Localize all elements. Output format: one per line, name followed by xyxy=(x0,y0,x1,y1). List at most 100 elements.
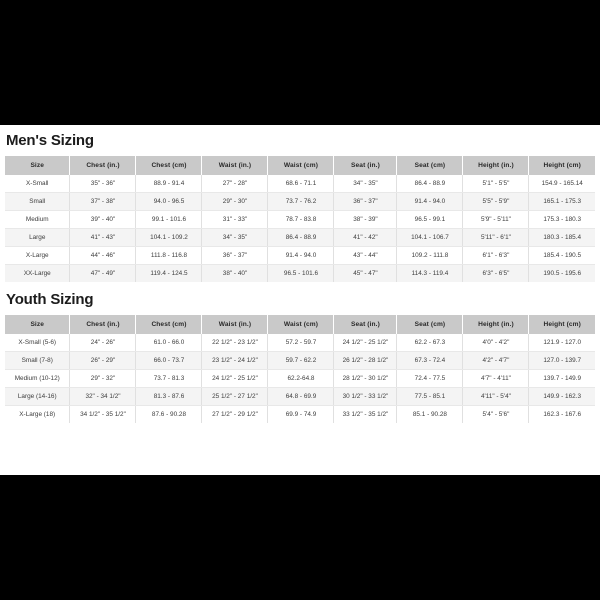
cell-seat-cm: 91.4 - 94.0 xyxy=(396,192,464,211)
cell-waist-cm: 62.2-64.8 xyxy=(267,369,335,388)
cell-chest-cm: 94.0 - 96.5 xyxy=(135,192,203,211)
cell-height-cm: 185.4 - 190.5 xyxy=(528,246,595,265)
cell-size: X-Large xyxy=(5,246,71,265)
cell-height-cm: 127.0 - 139.7 xyxy=(528,351,595,370)
column-header-waist-in: Waist (in.) xyxy=(201,156,269,175)
cell-height-cm: 139.7 - 149.9 xyxy=(528,369,595,388)
table-row: Large 41" - 43" 104.1 - 109.2 34" - 35" … xyxy=(5,228,595,247)
mens-table-header: Size Chest (in.) Chest (cm) Waist (in.) … xyxy=(5,156,595,175)
table-row: XX-Large 47" - 49" 119.4 - 124.5 38" - 4… xyxy=(5,264,595,282)
column-header-height-in: Height (in.) xyxy=(462,315,530,334)
cell-height-in: 5'9" - 5'11" xyxy=(462,210,530,229)
cell-size: Medium (10-12) xyxy=(5,369,71,388)
cell-chest-in: 39" - 40" xyxy=(69,210,137,229)
cell-seat-cm: 62.2 - 67.3 xyxy=(396,334,464,352)
cell-waist-cm: 64.8 - 69.9 xyxy=(267,387,335,406)
cell-waist-cm: 96.5 - 101.6 xyxy=(267,264,335,282)
table-row: Medium 39" - 40" 99.1 - 101.6 31" - 33" … xyxy=(5,210,595,229)
cell-height-in: 6'3" - 6'5" xyxy=(462,264,530,282)
cell-chest-in: 32" - 34 1/2" xyxy=(69,387,137,406)
cell-chest-in: 37" - 38" xyxy=(69,192,137,211)
cell-height-in: 5'1" - 5'5" xyxy=(462,175,530,193)
youth-sizing-table: Size Chest (in.) Chest (cm) Waist (in.) … xyxy=(5,315,595,423)
cell-chest-in: 44" - 46" xyxy=(69,246,137,265)
table-header-row: Size Chest (in.) Chest (cm) Waist (in.) … xyxy=(5,315,595,334)
cell-chest-cm: 87.6 - 90.28 xyxy=(135,405,203,423)
cell-waist-in: 22 1/2" - 23 1/2" xyxy=(201,334,269,352)
cell-size: Large xyxy=(5,228,71,247)
cell-seat-in: 26 1/2" - 28 1/2" xyxy=(333,351,398,370)
cell-height-in: 4'2" - 4'7" xyxy=(462,351,530,370)
cell-waist-in: 27 1/2" - 29 1/2" xyxy=(201,405,269,423)
mens-table-body: X-Small 35" - 36" 88.9 - 91.4 27" - 28" … xyxy=(5,175,595,282)
column-header-seat-cm: Seat (cm) xyxy=(396,315,464,334)
cell-seat-cm: 114.3 - 119.4 xyxy=(396,264,464,282)
column-header-seat-in: Seat (in.) xyxy=(333,315,398,334)
cell-chest-in: 34 1/2" - 35 1/2" xyxy=(69,405,137,423)
cell-chest-in: 47" - 49" xyxy=(69,264,137,282)
column-header-chest-in: Chest (in.) xyxy=(69,315,137,334)
column-header-seat-in: Seat (in.) xyxy=(333,156,398,175)
column-header-waist-in: Waist (in.) xyxy=(201,315,269,334)
cell-chest-cm: 104.1 - 109.2 xyxy=(135,228,203,247)
cell-waist-in: 27" - 28" xyxy=(201,175,269,193)
cell-height-cm: 175.3 - 180.3 xyxy=(528,210,595,229)
cell-waist-in: 34" - 35" xyxy=(201,228,269,247)
cell-seat-cm: 96.5 - 99.1 xyxy=(396,210,464,229)
cell-chest-cm: 81.3 - 87.6 xyxy=(135,387,203,406)
cell-seat-in: 36" - 37" xyxy=(333,192,398,211)
cell-chest-in: 29" - 32" xyxy=(69,369,137,388)
cell-seat-in: 38" - 39" xyxy=(333,210,398,229)
cell-waist-cm: 68.6 - 71.1 xyxy=(267,175,335,193)
cell-seat-cm: 67.3 - 72.4 xyxy=(396,351,464,370)
cell-height-in: 5'11" - 6'1" xyxy=(462,228,530,247)
cell-seat-in: 24 1/2" - 25 1/2" xyxy=(333,334,398,352)
table-row: X-Small 35" - 36" 88.9 - 91.4 27" - 28" … xyxy=(5,175,595,193)
cell-size: XX-Large xyxy=(5,264,71,282)
cell-seat-cm: 109.2 - 111.8 xyxy=(396,246,464,265)
table-header-row: Size Chest (in.) Chest (cm) Waist (in.) … xyxy=(5,156,595,175)
column-header-chest-cm: Chest (cm) xyxy=(135,156,203,175)
table-row: X-Large (18) 34 1/2" - 35 1/2" 87.6 - 90… xyxy=(5,405,595,423)
cell-chest-in: 41" - 43" xyxy=(69,228,137,247)
table-row: Small (7-8) 26" - 29" 66.0 - 73.7 23 1/2… xyxy=(5,351,595,370)
table-row: Large (14-16) 32" - 34 1/2" 81.3 - 87.6 … xyxy=(5,387,595,406)
cell-waist-cm: 73.7 - 76.2 xyxy=(267,192,335,211)
cell-height-cm: 121.9 - 127.0 xyxy=(528,334,595,352)
cell-chest-in: 26" - 29" xyxy=(69,351,137,370)
youth-sizing-title: Youth Sizing xyxy=(6,291,94,308)
table-row: Medium (10-12) 29" - 32" 73.7 - 81.3 24 … xyxy=(5,369,595,388)
column-header-seat-cm: Seat (cm) xyxy=(396,156,464,175)
column-header-height-cm: Height (cm) xyxy=(528,156,595,175)
cell-height-in: 4'11" - 5'4" xyxy=(462,387,530,406)
cell-seat-cm: 86.4 - 88.9 xyxy=(396,175,464,193)
column-header-height-in: Height (in.) xyxy=(462,156,530,175)
cell-seat-cm: 104.1 - 106.7 xyxy=(396,228,464,247)
cell-seat-in: 30 1/2" - 33 1/2" xyxy=(333,387,398,406)
cell-height-in: 4'0" - 4'2" xyxy=(462,334,530,352)
cell-size: Large (14-16) xyxy=(5,387,71,406)
cell-height-cm: 162.3 - 167.6 xyxy=(528,405,595,423)
column-header-size: Size xyxy=(5,156,71,175)
cell-height-cm: 190.5 - 195.6 xyxy=(528,264,595,282)
cell-size: Small (7-8) xyxy=(5,351,71,370)
column-header-waist-cm: Waist (cm) xyxy=(267,156,335,175)
cell-seat-in: 28 1/2" - 30 1/2" xyxy=(333,369,398,388)
cell-height-in: 4'7" - 4'11" xyxy=(462,369,530,388)
column-header-size: Size xyxy=(5,315,71,334)
cell-seat-in: 33 1/2" - 35 1/2" xyxy=(333,405,398,423)
table-row: X-Large 44" - 46" 111.8 - 116.8 36" - 37… xyxy=(5,246,595,265)
column-header-height-cm: Height (cm) xyxy=(528,315,595,334)
cell-seat-in: 41" - 42" xyxy=(333,228,398,247)
cell-seat-in: 45" - 47" xyxy=(333,264,398,282)
cell-size: X-Small (5-6) xyxy=(5,334,71,352)
cell-size: Medium xyxy=(5,210,71,229)
sizing-chart-content: Men's Sizing Size Chest (in.) Chest (cm)… xyxy=(0,125,600,475)
cell-waist-in: 36" - 37" xyxy=(201,246,269,265)
cell-seat-in: 43" - 44" xyxy=(333,246,398,265)
cell-chest-in: 24" - 26" xyxy=(69,334,137,352)
cell-height-cm: 149.9 - 162.3 xyxy=(528,387,595,406)
column-header-chest-in: Chest (in.) xyxy=(69,156,137,175)
cell-chest-cm: 73.7 - 81.3 xyxy=(135,369,203,388)
